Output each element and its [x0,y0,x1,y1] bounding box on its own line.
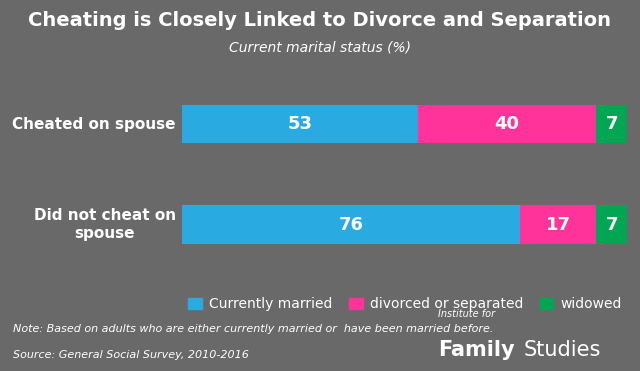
Text: Note: Based on adults who are either currently married or  have been married bef: Note: Based on adults who are either cur… [13,324,493,334]
Text: 7: 7 [605,115,618,133]
Text: 40: 40 [495,115,520,133]
Text: 76: 76 [339,216,364,234]
Legend: Currently married, divorced or separated, widowed: Currently married, divorced or separated… [188,298,622,311]
Text: Studies: Studies [524,340,601,360]
Bar [182,206,520,244]
Text: 7: 7 [605,216,618,234]
Text: 53: 53 [288,115,313,133]
Bar [520,206,596,244]
Text: 17: 17 [546,216,571,234]
Text: Did not cheat on
spouse: Did not cheat on spouse [34,209,176,241]
Text: Family: Family [438,340,515,360]
Text: Institute for: Institute for [438,309,495,319]
Bar [418,105,596,143]
Text: Current marital status (%): Current marital status (%) [229,41,411,55]
Bar [596,206,627,244]
Text: Source: General Social Survey, 2010-2016: Source: General Social Survey, 2010-2016 [13,350,249,360]
Text: Cheating is Closely Linked to Divorce and Separation: Cheating is Closely Linked to Divorce an… [29,11,611,30]
Bar [596,105,627,143]
Text: Cheated on spouse: Cheated on spouse [13,116,176,132]
Bar [182,105,418,143]
